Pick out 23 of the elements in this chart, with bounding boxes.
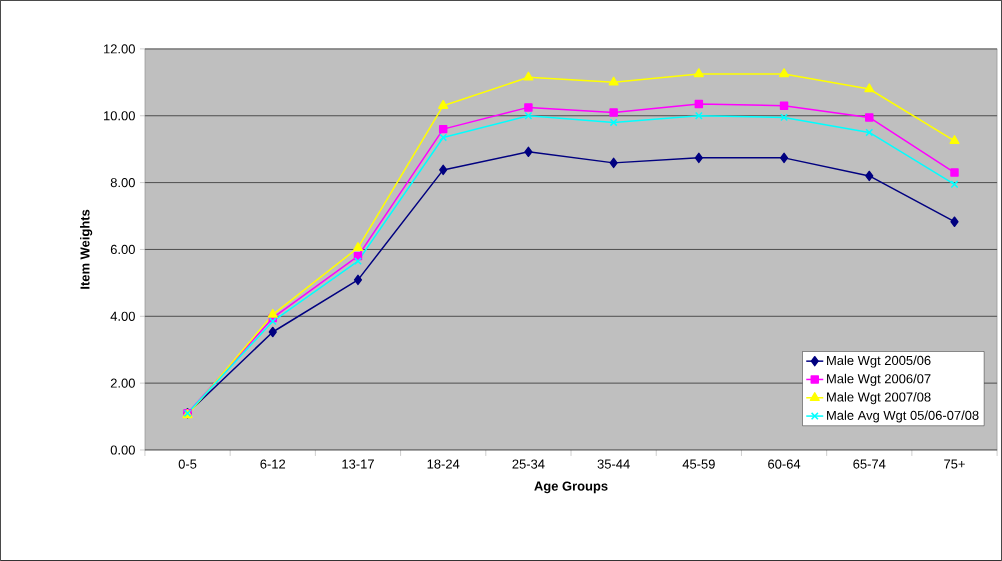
- y-tick-label: 2.00: [110, 378, 135, 388]
- y-tick-label: 8.00: [110, 178, 135, 188]
- x-tick-label: 75+: [944, 459, 965, 469]
- x-tick-label: 65-74: [853, 459, 886, 469]
- legend-label: Male Wgt 2006/07: [827, 373, 931, 386]
- y-tick-label: 6.00: [110, 244, 135, 255]
- y-tick-label: 12.00: [104, 44, 135, 54]
- x-tick-label: 0-5: [178, 459, 197, 469]
- legend-label: Male Wgt 2007/08: [827, 392, 931, 405]
- y-tick-label: 0.00: [110, 445, 135, 455]
- y-tick-label: 4.00: [110, 311, 135, 321]
- x-tick-label: 6-12: [260, 459, 286, 469]
- x-tick-label: 25-34: [512, 459, 545, 469]
- y-tick-label: 10.00: [104, 111, 135, 121]
- legend-label: Male Wgt 2005/06: [827, 355, 931, 368]
- y-axis-title: Item Weights: [80, 209, 93, 289]
- x-tick-label: 45-59: [682, 459, 715, 469]
- x-tick-label: 13-17: [342, 459, 374, 469]
- x-tick-label: 18-24: [427, 459, 460, 469]
- x-axis-title: Age Groups: [534, 481, 608, 494]
- x-tick-label: 35-44: [597, 459, 630, 469]
- legend-label: Male Avg Wgt 05/06-07/08: [827, 410, 979, 423]
- x-tick-label: 60-64: [768, 459, 801, 469]
